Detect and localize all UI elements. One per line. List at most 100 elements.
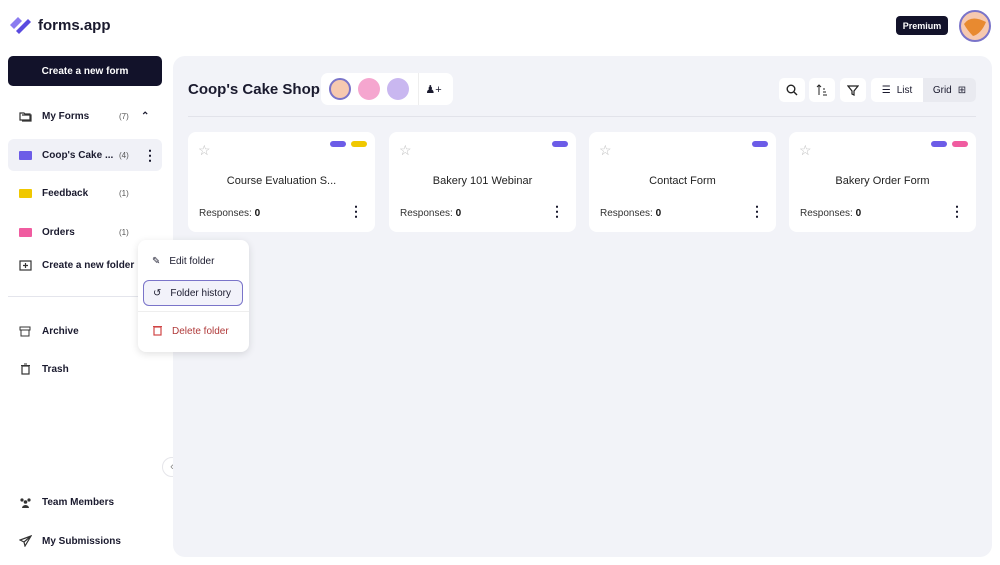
tag [752,141,768,147]
sidebar-item-my-submissions[interactable]: My Submissions [8,525,162,557]
sort-button[interactable] [809,78,835,102]
responses-count: 0 [655,208,662,219]
team-icon [18,497,32,508]
responses: Responses: 0 [800,208,861,219]
sidebar-item-label: Archive [42,325,79,337]
form-card[interactable]: ☆ Contact Form Responses: 0 ⋮ [589,132,776,232]
croissant-icon [964,18,986,36]
filter-button[interactable] [840,78,866,102]
more-options-icon[interactable]: ⋮ [349,203,363,219]
tag [931,141,947,147]
avatar[interactable] [358,78,380,100]
responses-count: 0 [254,208,261,219]
sidebar-item-label: My Forms [42,110,90,122]
filter-icon [847,85,859,96]
avatar[interactable] [387,78,409,100]
tags [752,141,768,147]
avatar[interactable] [329,78,351,100]
sidebar-item-team-members[interactable]: Team Members [8,486,162,518]
form-card[interactable]: ☆ Course Evaluation S... Responses: 0 ⋮ [188,132,375,232]
responses-label: Responses: [199,208,252,219]
forms-app-logo-icon [10,17,31,34]
page-title: Coop's Cake Shop [188,81,320,98]
responses-count: 0 [455,208,462,219]
premium-badge[interactable]: Premium [896,16,948,35]
sidebar-item-label: Trash [42,363,69,375]
star-icon[interactable]: ☆ [599,142,612,158]
sidebar-item-label: My Submissions [42,535,121,547]
tags [330,141,367,147]
sidebar-item-label: Coop's Cake ... [42,149,114,161]
create-new-form-button[interactable]: Create a new form [8,56,162,86]
more-options-icon[interactable]: ⋮ [143,146,157,163]
star-icon[interactable]: ☆ [799,142,812,158]
delete-folder-menu-item[interactable]: Delete folder [143,318,243,344]
count: (1) [119,188,129,198]
list-icon: ☰ [881,84,891,96]
search-button[interactable] [779,78,805,102]
more-options-icon[interactable]: ⋮ [550,203,564,219]
header-divider [188,116,976,117]
tag [952,141,968,147]
sidebar-item-my-forms[interactable]: My Forms (7) ⌃ [8,100,162,132]
list-label: List [896,84,913,96]
tag [351,141,367,147]
menu-label: Edit folder [169,255,215,267]
form-card[interactable]: ☆ Bakery 101 Webinar Responses: 0 ⋮ [389,132,576,232]
add-member-button[interactable]: ♟+ [418,73,448,105]
more-options-icon[interactable]: ⋮ [750,203,764,219]
responses-label: Responses: [800,208,853,219]
sidebar-item-folder-orders[interactable]: Orders (1) [8,216,162,248]
sort-icon [816,84,827,96]
create-new-folder-button[interactable]: Create a new folder [8,249,162,281]
sidebar-item-trash[interactable]: Trash [8,353,162,385]
folder-context-menu: ✎ Edit folder ↺ Folder history Delete fold… [138,240,249,352]
tags [552,141,568,147]
folder-history-menu-item[interactable]: ↺ Folder history [143,280,243,306]
menu-divider [138,311,249,312]
star-icon[interactable]: ☆ [399,142,412,158]
count: (1) [119,227,129,237]
logo[interactable]: forms.app [8,14,111,36]
star-icon[interactable]: ☆ [198,142,211,158]
tag [552,141,568,147]
responses: Responses: 0 [199,208,260,219]
chevron-left-icon: ‹ [170,461,174,473]
responses: Responses: 0 [400,208,461,219]
responses: Responses: 0 [600,208,661,219]
app-name: forms.app [38,16,111,34]
sidebar-item-folder-coops-cake[interactable]: Coop's Cake ... (4) ⋮ [8,139,162,171]
responses-count: 0 [855,208,862,219]
chevron-up-icon[interactable]: ⌃ [141,110,150,122]
folder-plus-icon [18,259,32,271]
user-plus-icon: ♟+ [425,83,442,96]
form-name: Contact Form [649,175,716,187]
archive-icon [18,326,32,337]
form-name: Course Evaluation S... [226,175,337,187]
pencil-icon: ✎ [152,255,161,267]
list-view-button[interactable]: ☰ List [871,78,923,102]
sidebar-item-folder-feedback[interactable]: Feedback (1) [8,177,162,209]
view-switch[interactable]: ☰ List Grid ⊞ [871,78,976,102]
folder-icon [18,227,32,237]
count: (4) [119,150,129,160]
folder-icon [18,188,32,198]
responses-label: Responses: [400,208,453,219]
user-avatar[interactable] [959,10,991,42]
form-card[interactable]: ☆ Bakery Order Form Responses: 0 ⋮ [789,132,976,232]
trash-icon [152,324,163,339]
form-name: Bakery Order Form [835,175,930,187]
sidebar-item-label: Orders [42,226,75,238]
sidebar-item-archive[interactable]: Archive [8,315,162,347]
menu-label: Delete folder [172,325,229,337]
trash-icon [18,363,32,375]
sidebar-item-label: Team Members [42,496,115,508]
edit-folder-menu-item[interactable]: ✎ Edit folder [143,248,243,274]
grid-label: Grid [932,84,952,96]
grid-view-button[interactable]: Grid ⊞ [923,78,976,102]
team-avatars[interactable]: ♟+ [321,73,453,105]
more-options-icon[interactable]: ⋮ [950,203,964,219]
send-icon [18,535,32,547]
responses-label: Responses: [600,208,653,219]
tags [931,141,968,147]
